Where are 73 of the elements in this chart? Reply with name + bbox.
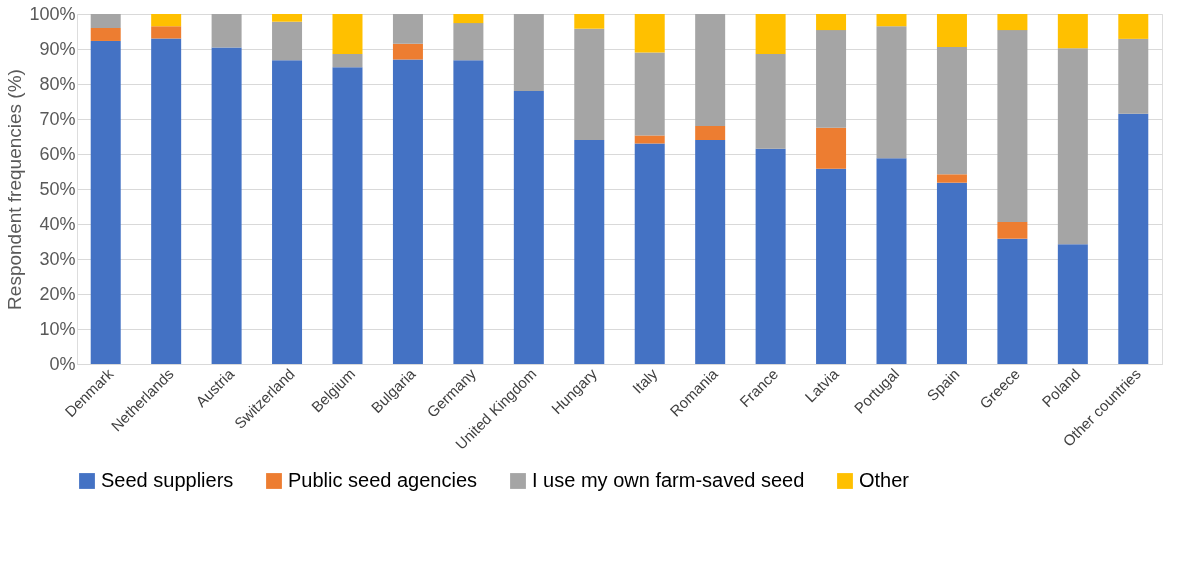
bar [1118, 113, 1149, 364]
bar [1057, 14, 1088, 49]
bar [936, 182, 967, 364]
bar [332, 53, 363, 68]
bar [272, 14, 303, 22]
bar [453, 60, 484, 364]
bar [816, 127, 847, 169]
bar [90, 14, 121, 28]
bar [816, 168, 847, 364]
legend-label: Seed suppliers [101, 469, 234, 491]
bar [392, 14, 423, 44]
bar [634, 14, 665, 53]
bar [453, 23, 484, 61]
bar [151, 14, 182, 27]
bar [634, 143, 665, 364]
bar [574, 140, 605, 364]
bar [392, 59, 423, 364]
x-tick-label: Italy [628, 364, 661, 397]
bar [936, 14, 967, 47]
bar [876, 26, 907, 159]
bar [997, 221, 1028, 239]
bar [90, 28, 121, 41]
y-tick-label: 30% [39, 248, 76, 269]
bar [876, 158, 907, 364]
y-tick-label: 60% [39, 143, 76, 164]
bar [816, 30, 847, 128]
bar [936, 174, 967, 183]
bar [755, 14, 786, 54]
bar [513, 91, 544, 364]
bar [332, 67, 363, 364]
bar [332, 14, 363, 54]
legend-label: Other [859, 469, 910, 491]
y-tick-label: 80% [39, 73, 76, 94]
bar [272, 21, 303, 61]
y-tick-label: 100% [29, 3, 76, 24]
bar [634, 135, 665, 144]
y-tick-label: 90% [39, 38, 76, 59]
y-tick-label: 10% [39, 318, 76, 339]
bar [392, 43, 423, 60]
bar [513, 14, 544, 91]
bar [695, 14, 726, 126]
bar [1057, 244, 1088, 364]
bar [453, 14, 484, 24]
bar [997, 30, 1028, 222]
bar [997, 238, 1028, 364]
bar [634, 52, 665, 136]
legend-label: I use my own farm-saved seed [532, 469, 805, 491]
y-tick-label: 40% [39, 213, 76, 234]
bar [1057, 48, 1088, 245]
legend-label: Public seed agencies [288, 469, 478, 491]
bar [1118, 14, 1149, 39]
y-tick-label: 0% [49, 353, 76, 374]
bar [1118, 38, 1149, 114]
bar [816, 14, 847, 31]
y-tick-label: 20% [39, 283, 76, 304]
bar [876, 14, 907, 27]
bar [211, 14, 242, 48]
bar [755, 148, 786, 364]
bar [151, 38, 182, 364]
bar [211, 47, 242, 364]
bar [151, 26, 182, 39]
bar [695, 126, 726, 140]
bar [574, 28, 605, 140]
bar [90, 40, 121, 364]
bar [755, 53, 786, 149]
bar [272, 60, 303, 364]
bar [936, 46, 967, 175]
bar [997, 14, 1028, 31]
bar [695, 140, 726, 364]
bar [574, 14, 605, 29]
y-tick-label: 50% [39, 178, 76, 199]
y-tick-label: 70% [39, 108, 76, 129]
y-axis-title: Respondent frequencies (%) [4, 69, 26, 310]
